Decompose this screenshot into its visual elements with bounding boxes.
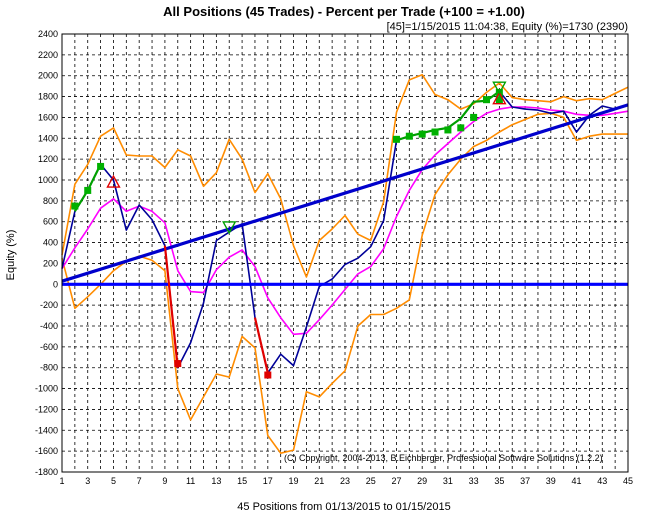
loss-segment [163, 245, 179, 368]
win-marker [418, 130, 426, 138]
series-line-1 [61, 73, 629, 278]
y-tick-label: 600 [43, 217, 58, 227]
x-tick-label: 39 [546, 476, 556, 486]
plot-frame [61, 33, 629, 473]
copyright-note: (C) Copyright, 2004-2013, B.Eichberger, … [284, 453, 603, 463]
entry-triangle-down [492, 81, 507, 95]
y-tick-label: 1600 [38, 112, 58, 122]
y-tick-label: 1000 [38, 175, 58, 185]
entry-triangle-up [492, 91, 507, 105]
y-tick-label: 2400 [38, 29, 58, 39]
series-line-3 [61, 106, 629, 336]
y-tick-label: -800 [40, 363, 58, 373]
chart-subtitle: [45]=1/15/2015 11:04:38, Equity (%)=1730… [387, 21, 628, 33]
win-marker [431, 128, 439, 136]
y-tick-label: -1000 [35, 384, 58, 394]
loss-segment [253, 317, 269, 374]
x-tick-label: 41 [572, 476, 582, 486]
win-marker [392, 135, 400, 143]
y-axis-label: Equity (%) [5, 230, 17, 281]
series-line-4 [61, 90, 629, 374]
win-marker [97, 162, 105, 170]
y-tick-label: 1800 [38, 92, 58, 102]
x-tick-label: 37 [520, 476, 530, 486]
win-marker [405, 132, 413, 140]
y-tick-label: 400 [43, 238, 58, 248]
y-tick-label: -400 [40, 321, 58, 331]
entry-triangle-down [222, 221, 237, 235]
y-tick-label: 0 [53, 279, 58, 289]
y-tick-label: -1400 [35, 425, 58, 435]
loss-marker [264, 371, 272, 379]
y-tick-label: 1200 [38, 154, 58, 164]
win-marker [444, 126, 452, 134]
x-tick-label: 9 [162, 476, 167, 486]
x-tick-label: 11 [186, 476, 195, 486]
x-axis-label: 45 Positions from 01/13/2015 to 01/15/20… [237, 501, 450, 513]
win-segment [459, 101, 475, 120]
x-tick-label: 43 [597, 476, 607, 486]
x-tick-label: 17 [263, 476, 273, 486]
y-tick-label: 2200 [38, 50, 58, 60]
x-tick-label: 33 [469, 476, 479, 486]
y-tick-label: 1400 [38, 133, 58, 143]
x-tick-label: 13 [211, 476, 221, 486]
y-tick-label: -1600 [35, 446, 58, 456]
y-tick-label: -200 [40, 300, 58, 310]
series-line-5 [61, 103, 629, 283]
y-tick-label: -1200 [35, 404, 58, 414]
x-tick-label: 19 [289, 476, 299, 486]
x-tick-label: 45 [623, 476, 633, 486]
win-marker [483, 96, 490, 104]
win-marker [71, 202, 79, 210]
x-tick-label: 23 [340, 476, 350, 486]
y-tick-label: 200 [43, 258, 58, 268]
y-tick-label: 800 [43, 196, 58, 206]
y-tick-label: -600 [40, 342, 58, 352]
win-marker [84, 186, 92, 194]
x-tick-label: 1 [59, 476, 64, 486]
loss-marker [174, 360, 182, 368]
trade-markers [71, 81, 507, 379]
x-tick-label: 27 [391, 476, 401, 486]
x-tick-label: 5 [111, 476, 116, 486]
x-tick-label: 15 [237, 476, 247, 486]
win-marker [457, 124, 465, 132]
chart-title: All Positions (45 Trades) - Percent per … [163, 4, 525, 19]
x-tick-label: 31 [443, 476, 453, 486]
x-tick-label: 3 [85, 476, 90, 486]
entry-triangle-up [106, 174, 121, 188]
x-tick-label: 21 [314, 476, 324, 486]
y-tick-label: 2000 [38, 71, 58, 81]
win-marker [495, 96, 503, 104]
x-tick-label: 35 [494, 476, 504, 486]
grid [61, 33, 629, 473]
win-segment [447, 117, 462, 129]
y-tick-label: -1800 [35, 467, 58, 477]
x-tick-label: 7 [137, 476, 142, 486]
win-marker [470, 113, 478, 121]
x-tick-label: 29 [417, 476, 427, 486]
axes: -1800 -1600 -1400 -1200 -1000 -800 -600 -400 -20… [35, 29, 633, 486]
x-tick-label: 25 [366, 476, 376, 486]
series-line-2 [61, 112, 628, 455]
series-lines [61, 73, 629, 455]
